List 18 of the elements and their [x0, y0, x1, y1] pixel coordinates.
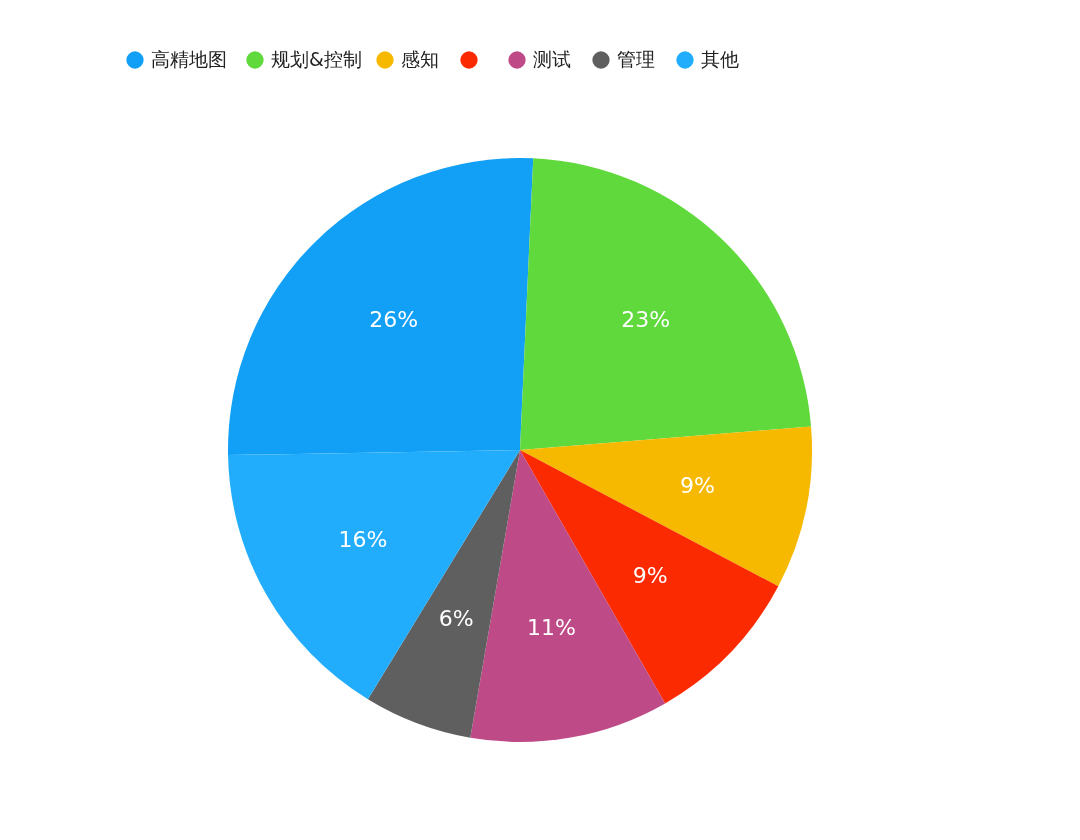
data-label: 11%: [526, 615, 576, 641]
data-label: 9%: [679, 473, 715, 499]
data-label: 9%: [632, 562, 668, 588]
pie-slice: [520, 158, 812, 450]
pie-slice: [228, 450, 520, 700]
legend-label: 管理: [617, 48, 655, 70]
pie-slice: [228, 158, 534, 456]
legend-label: 其他: [701, 48, 739, 70]
legend-label: 高精地图: [151, 48, 227, 70]
data-label: 6%: [438, 606, 474, 632]
data-label: 23%: [621, 306, 671, 332]
legend-label: 测试: [533, 48, 571, 70]
data-label: 16%: [338, 526, 388, 552]
legend-label: 感知: [401, 48, 439, 70]
pie-slice: [520, 450, 779, 704]
pie-slice: [520, 426, 812, 587]
legend-label: 规划&控制: [271, 48, 362, 70]
data-label: 26%: [369, 307, 419, 333]
